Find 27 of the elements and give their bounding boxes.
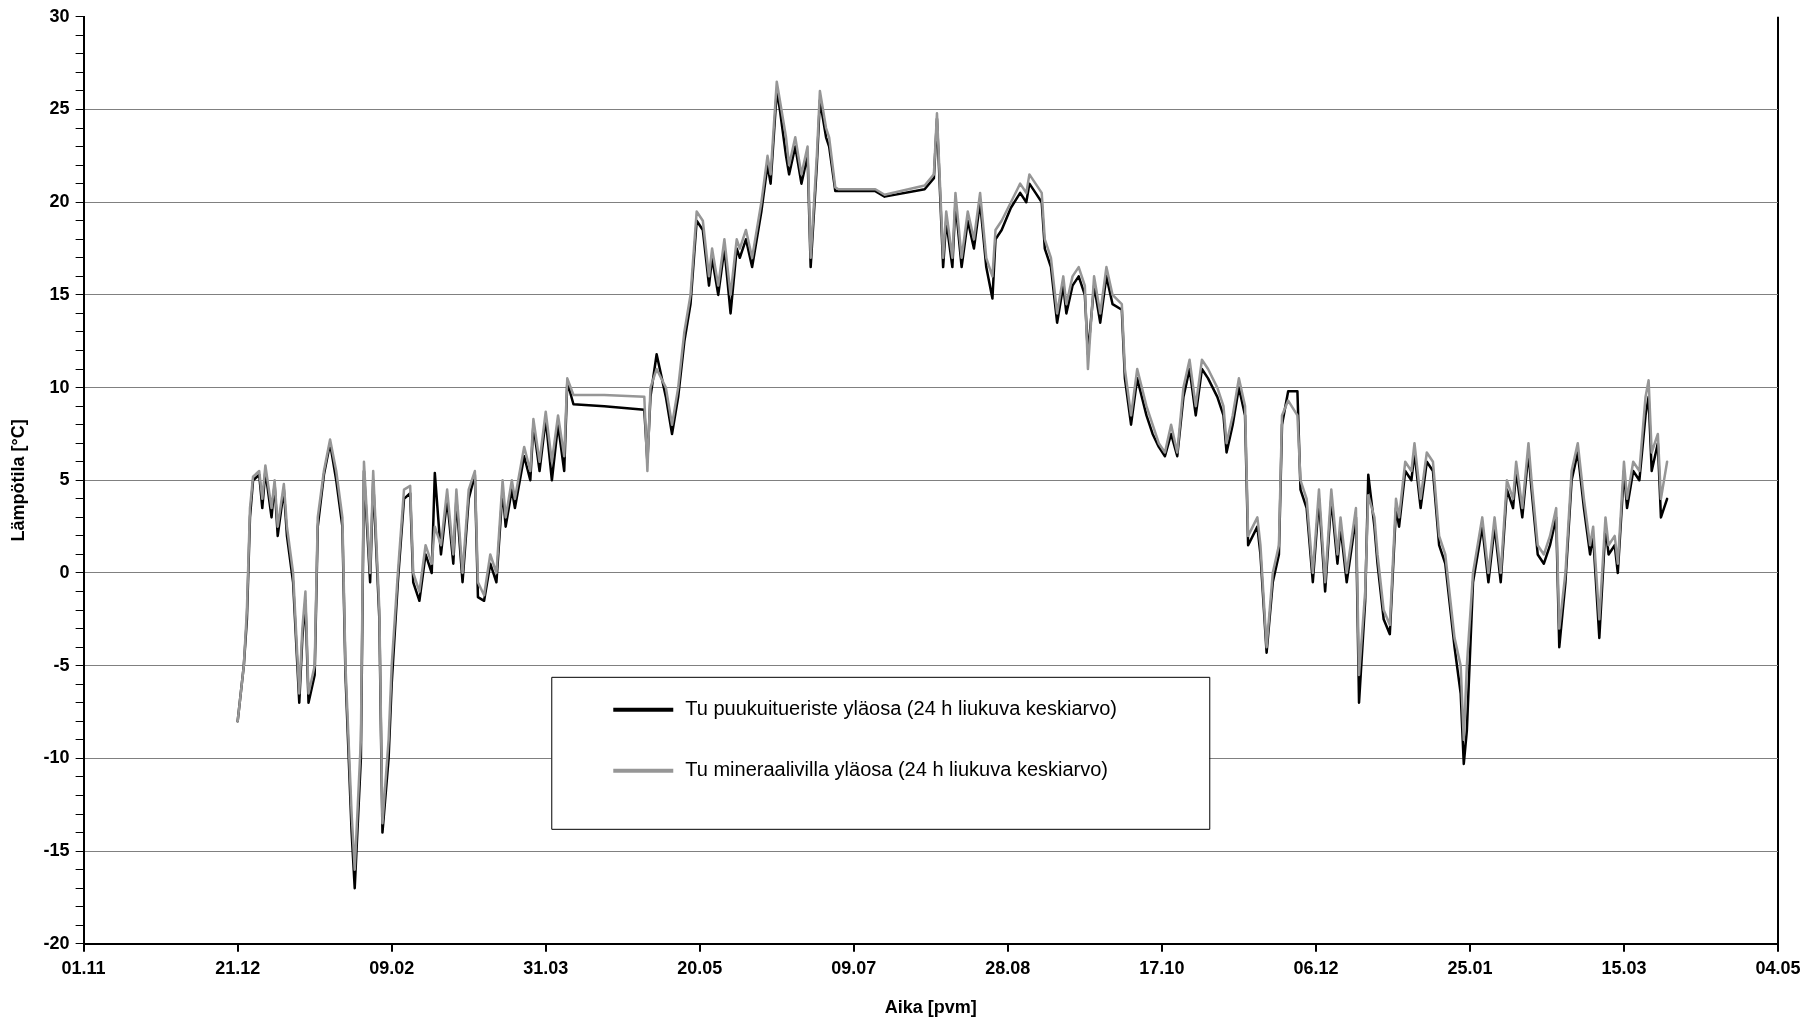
x-tick-label: 21.12 xyxy=(215,957,261,978)
x-tick-label: 09.07 xyxy=(831,957,877,978)
y-tick-label: 20 xyxy=(49,191,70,212)
x-tick-label: 17.10 xyxy=(1139,957,1185,978)
x-tick-label: 04.05 xyxy=(1755,957,1801,978)
x-tick-label: 31.03 xyxy=(523,957,569,978)
y-tick-label: -5 xyxy=(53,654,70,675)
x-tick-label: 06.12 xyxy=(1293,957,1339,978)
x-tick-label: 09.02 xyxy=(369,957,415,978)
x-tick-label: 20.05 xyxy=(677,957,723,978)
x-tick-label: 15.03 xyxy=(1601,957,1647,978)
legend-label: Tu mineraalivilla yläosa (24 h liukuva keskiarvo) xyxy=(685,758,1109,781)
y-tick-label: -20 xyxy=(43,932,70,953)
legend-label: Tu puukuitueriste yläosa (24 h liukuva keskiarvo) xyxy=(685,697,1117,720)
y-tick-label: 30 xyxy=(49,5,70,26)
x-axis-title: Aika [pvm] xyxy=(884,997,977,1018)
x-tick-label: 01.11 xyxy=(61,957,106,978)
y-tick-label: -15 xyxy=(43,840,70,861)
y-tick-label: 10 xyxy=(49,376,70,397)
y-tick-label: 5 xyxy=(59,469,70,490)
y-tick-label: 15 xyxy=(49,283,70,304)
x-tick-label: 28.08 xyxy=(985,957,1031,978)
x-tick-label: 25.01 xyxy=(1447,957,1493,978)
y-tick-label: -10 xyxy=(43,747,70,768)
y-axis-title: Lämpötila [°C] xyxy=(7,419,28,542)
y-tick-label: 0 xyxy=(59,561,70,582)
y-tick-label: 25 xyxy=(49,98,70,119)
